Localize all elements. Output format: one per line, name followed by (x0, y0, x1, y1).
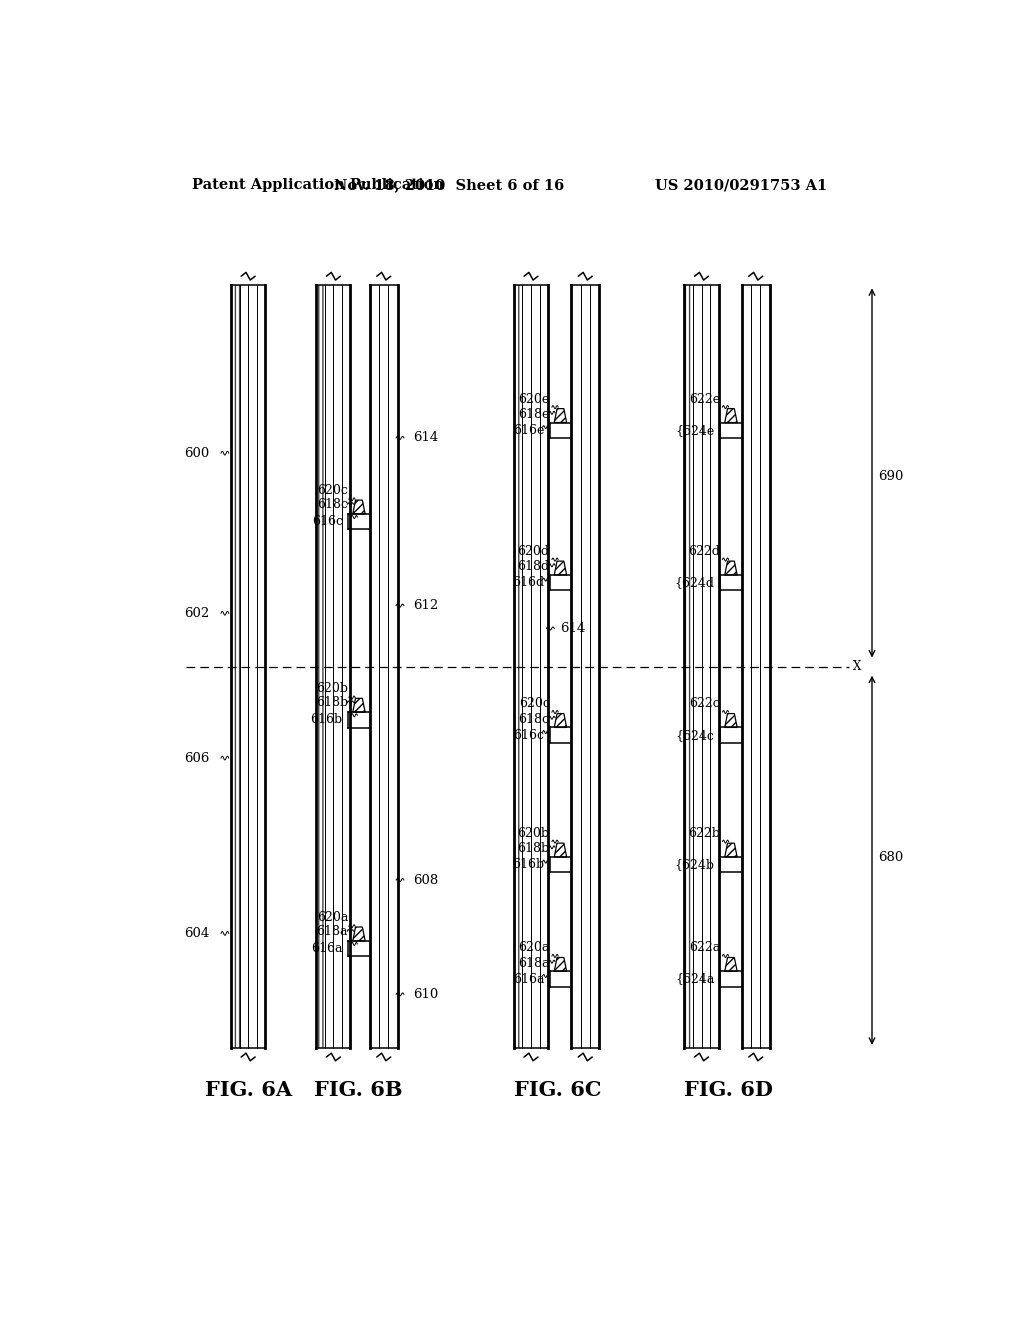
Text: 622c: 622c (689, 697, 720, 710)
Text: 620b: 620b (316, 682, 348, 696)
Text: {624b: {624b (675, 858, 715, 871)
Text: {624e: {624e (676, 424, 715, 437)
Text: 616a: 616a (513, 973, 544, 986)
Text: 620a: 620a (518, 941, 550, 954)
Text: 620d: 620d (517, 545, 550, 558)
Text: Nov. 18, 2010  Sheet 6 of 16: Nov. 18, 2010 Sheet 6 of 16 (335, 178, 565, 193)
Text: 620c: 620c (519, 697, 550, 710)
Text: FIG. 6C: FIG. 6C (514, 1080, 602, 1100)
Bar (514, 285, 522, 1048)
Text: 622e: 622e (689, 392, 720, 405)
Text: {624a: {624a (675, 973, 715, 986)
Bar (684, 285, 693, 1048)
Text: 606: 606 (184, 751, 209, 764)
Text: 622b: 622b (688, 828, 720, 840)
Text: 620b: 620b (517, 828, 550, 840)
Text: 618a: 618a (316, 925, 348, 937)
Text: 618a: 618a (518, 957, 550, 970)
Text: 690: 690 (879, 470, 903, 483)
Text: {624d: {624d (675, 576, 715, 589)
Text: X: X (853, 660, 861, 673)
Text: 680: 680 (879, 850, 903, 863)
Text: 614: 614 (560, 622, 585, 635)
Text: 616c: 616c (513, 729, 544, 742)
Text: 604: 604 (184, 927, 209, 940)
Text: Patent Application Publication: Patent Application Publication (191, 178, 443, 193)
Text: 618b: 618b (316, 696, 348, 709)
Text: 620a: 620a (316, 911, 348, 924)
Text: 616d: 616d (512, 576, 544, 589)
Text: 618e: 618e (518, 408, 550, 421)
Text: 616b: 616b (310, 713, 343, 726)
Text: 616a: 616a (311, 942, 343, 956)
Text: 622d: 622d (688, 545, 720, 558)
Text: 616e: 616e (513, 424, 544, 437)
Text: 608: 608 (414, 874, 438, 887)
Text: 602: 602 (184, 607, 209, 619)
Bar (316, 285, 325, 1048)
Text: US 2010/0291753 A1: US 2010/0291753 A1 (655, 178, 827, 193)
Text: FIG. 6D: FIG. 6D (684, 1080, 773, 1100)
Bar (231, 285, 240, 1048)
Text: 620c: 620c (317, 484, 348, 498)
Text: 620e: 620e (518, 392, 550, 405)
Text: 618c: 618c (518, 713, 550, 726)
Text: {624c: {624c (676, 729, 715, 742)
Text: 622a: 622a (689, 941, 720, 954)
Text: 618b: 618b (517, 842, 550, 855)
Text: 618c: 618c (317, 498, 348, 511)
Text: 616c: 616c (311, 515, 343, 528)
Text: 614: 614 (414, 432, 438, 445)
Text: FIG. 6A: FIG. 6A (205, 1080, 292, 1100)
Text: 618d: 618d (517, 560, 550, 573)
Text: 600: 600 (184, 446, 209, 459)
Text: 610: 610 (414, 987, 438, 1001)
Text: 616b: 616b (512, 858, 544, 871)
Text: 612: 612 (414, 599, 438, 612)
Text: FIG. 6B: FIG. 6B (314, 1080, 402, 1100)
